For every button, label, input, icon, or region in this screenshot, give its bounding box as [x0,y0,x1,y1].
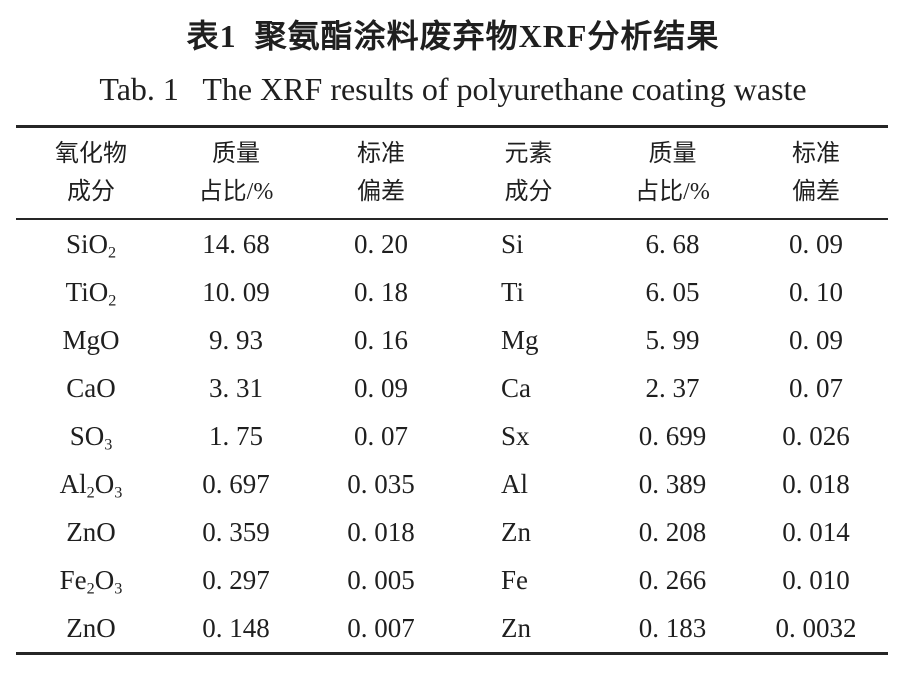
oxide-mass-cell: 14. 68 [202,228,270,259]
element-mass-cell: 0. 389 [638,468,707,499]
element-sd-cell: 0. 014 [782,516,850,547]
table-row: ZnO 0. 148 0. 007 Zn 0. 183 0. 0032 [16,604,888,654]
xrf-results-table: 氧化物 成分 质量 占比/% 标准 偏差 元素 成分 质量 占比/% [16,125,888,655]
element-mass-cell: 0. 183 [638,612,707,643]
header-line: 成分 [67,179,115,205]
element-cell: Ca [501,372,531,403]
oxide-sd-cell: 0. 20 [354,228,408,259]
oxide-mass-cell: 0. 297 [202,564,270,595]
element-mass-cell: 2. 37 [645,372,700,403]
oxide-formula-cell: ZnO [66,516,116,547]
header-line: 氧化物 [55,141,127,167]
oxide-mass-cell: 9. 93 [209,324,263,355]
element-sd-cell: 0. 010 [782,564,850,595]
table-row: Al2O3 0. 697 0. 035 Al 0. 389 0. 018 [16,460,888,508]
table-row: SO3 1. 75 0. 07 Sx 0. 699 0. 026 [16,412,888,460]
element-sd-cell: 0. 026 [782,420,850,451]
element-sd-cell: 0. 018 [782,468,850,499]
oxide-mass-cell: 1. 75 [209,420,263,451]
table-row: MgO 9. 93 0. 16 Mg 5. 99 0. 09 [16,316,888,364]
element-mass-cell: 6. 05 [645,276,700,307]
element-mass-cell: 5. 99 [645,324,700,355]
oxide-sd-cell: 0. 007 [347,612,415,643]
element-cell: Zn [501,516,531,547]
oxide-mass-cell: 0. 697 [202,468,270,499]
element-cell: Si [501,228,524,259]
header-line: 占比/% [198,179,274,205]
oxide-formula-cell: CaO [66,372,116,403]
table-header-row: 氧化物 成分 质量 占比/% 标准 偏差 元素 成分 质量 占比/% [16,127,888,220]
oxide-formula-cell: SO3 [69,420,113,454]
header-line: 占比/% [635,179,710,205]
element-cell: Zn [501,612,531,643]
header-oxide-std-dev: 标准 偏差 [306,127,456,220]
header-line: 偏差 [792,179,840,205]
header-oxide-mass-fraction: 质量 占比/% [166,127,306,220]
table-row: CaO 3. 31 0. 09 Ca 2. 37 0. 07 [16,364,888,412]
element-cell: Fe [501,564,528,595]
header-line: 元素 [504,141,553,167]
table-row: TiO2 10. 09 0. 18 Ti 6. 05 0. 10 [16,268,888,316]
oxide-sd-cell: 0. 018 [347,516,415,547]
header-oxide-component: 氧化物 成分 [16,127,166,220]
oxide-formula-cell: TiO2 [65,276,117,310]
oxide-sd-cell: 0. 18 [354,276,408,307]
header-line: 偏差 [357,179,405,205]
table-row: Fe2O3 0. 297 0. 005 Fe 0. 266 0. 010 [16,556,888,604]
header-element-mass-fraction: 质量 占比/% [601,127,744,220]
oxide-mass-cell: 0. 148 [202,612,270,643]
element-cell: Al [501,468,528,499]
table-row: SiO2 14. 68 0. 20 Si 6. 68 0. 09 [16,219,888,268]
oxide-sd-cell: 0. 16 [354,324,408,355]
element-sd-cell: 0. 09 [789,324,843,355]
oxide-sd-cell: 0. 005 [347,564,415,595]
element-cell: Sx [501,420,530,451]
oxide-formula-cell: MgO [62,324,120,355]
table-caption-en: Tab. 1 The XRF results of polyurethane c… [99,71,807,107]
oxide-formula-cell: SiO2 [65,228,117,262]
element-mass-cell: 0. 208 [638,516,707,547]
header-line: 标准 [357,141,405,167]
oxide-formula-cell: Fe2O3 [59,564,123,598]
oxide-formula-cell: Al2O3 [59,468,123,502]
oxide-sd-cell: 0. 07 [354,420,408,451]
element-sd-cell: 0. 09 [789,228,843,259]
element-mass-cell: 0. 266 [638,564,707,595]
oxide-sd-cell: 0. 035 [347,468,415,499]
element-sd-cell: 0. 07 [789,372,843,403]
element-mass-cell: 0. 699 [638,420,707,451]
header-line: 标准 [792,141,840,167]
element-mass-cell: 6. 68 [645,228,700,259]
element-cell: Ti [501,276,525,307]
oxide-mass-cell: 3. 31 [209,372,263,403]
table-caption-zh: 表1 聚氨酯涂料废弃物XRF分析结果 [186,18,720,54]
oxide-formula-cell: ZnO [66,612,116,643]
header-element-std-dev: 标准 偏差 [744,127,888,220]
header-element-component: 元素 成分 [456,127,601,220]
table-row: ZnO 0. 359 0. 018 Zn 0. 208 0. 014 [16,508,888,556]
element-cell: Mg [501,324,539,355]
header-line: 成分 [504,179,553,205]
oxide-mass-cell: 10. 09 [202,276,270,307]
header-line: 质量 [212,141,260,167]
element-sd-cell: 0. 0032 [775,612,857,643]
oxide-mass-cell: 0. 359 [202,516,270,547]
element-sd-cell: 0. 10 [789,276,843,307]
oxide-sd-cell: 0. 09 [354,372,408,403]
header-line: 质量 [648,141,697,167]
